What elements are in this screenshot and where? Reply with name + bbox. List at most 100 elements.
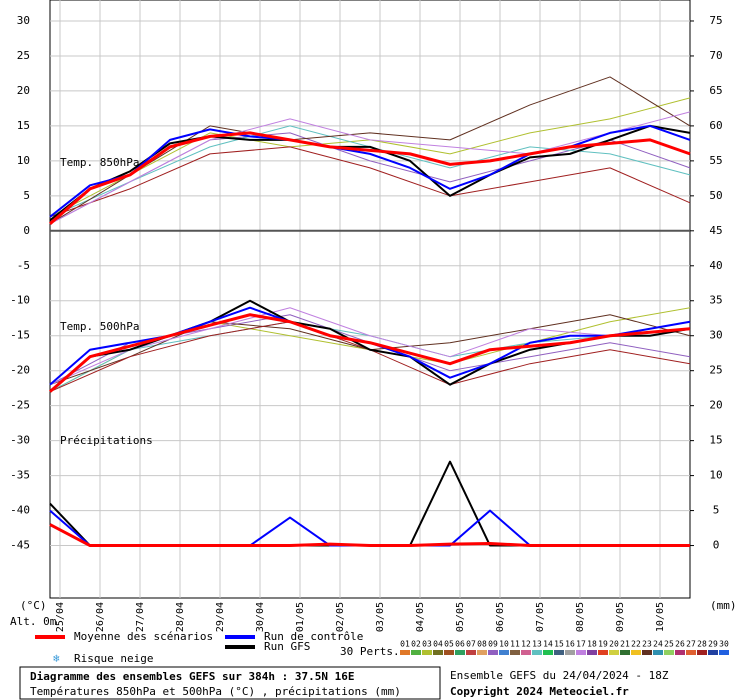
member-line bbox=[49, 307, 691, 386]
snow-label: Risque neige bbox=[74, 652, 153, 665]
y-tick-label: -20 bbox=[10, 364, 30, 377]
x-tick-label: 29/04 bbox=[215, 602, 226, 632]
y2-tick-label: 40 bbox=[709, 259, 722, 272]
member-label: 26 bbox=[675, 640, 685, 649]
member-swatch bbox=[499, 650, 509, 655]
title-box bbox=[19, 666, 441, 700]
member-swatch bbox=[719, 650, 729, 655]
y-tick-label: -30 bbox=[10, 434, 30, 447]
y-tick-label: -5 bbox=[17, 259, 30, 272]
y-tick-label: 30 bbox=[17, 14, 30, 27]
member-label: 21 bbox=[620, 640, 630, 649]
legend-label: Moyenne des scénarios bbox=[74, 630, 213, 643]
series-line bbox=[49, 131, 691, 225]
y2-tick-label: 5 bbox=[713, 504, 720, 517]
panel-label: Précipitations bbox=[60, 434, 153, 447]
subtitle: Températures 850hPa et 500hPa (°C) , pré… bbox=[30, 685, 401, 698]
series-line bbox=[49, 313, 691, 393]
member-swatch bbox=[642, 650, 652, 655]
member-label: 24 bbox=[653, 640, 663, 649]
x-tick-label: 28/04 bbox=[175, 602, 186, 632]
x-tick-label: 03/05 bbox=[375, 602, 386, 632]
member-swatch bbox=[444, 650, 454, 655]
y2-tick-label: 0 bbox=[713, 539, 720, 552]
y-tick-label: -25 bbox=[10, 399, 30, 412]
y2-tick-label: 45 bbox=[709, 224, 722, 237]
y-tick-label: 15 bbox=[17, 119, 30, 132]
y2-tick-label: 35 bbox=[709, 294, 722, 307]
member-swatch bbox=[675, 650, 685, 655]
x-tick-label: 10/05 bbox=[655, 602, 666, 632]
member-swatch bbox=[488, 650, 498, 655]
member-label: 25 bbox=[664, 640, 674, 649]
member-label: 20 bbox=[609, 640, 619, 649]
y-tick-label: -45 bbox=[10, 539, 30, 552]
member-label: 04 bbox=[433, 640, 443, 649]
y2-tick-label: 25 bbox=[709, 364, 722, 377]
x-tick-label: 30/04 bbox=[255, 602, 266, 632]
member-swatch bbox=[521, 650, 531, 655]
member-swatch bbox=[400, 650, 410, 655]
title: Diagramme des ensembles GEFS sur 384h : … bbox=[30, 670, 355, 683]
member-swatch bbox=[565, 650, 575, 655]
x-tick-label: 27/04 bbox=[135, 602, 146, 632]
member-swatch bbox=[653, 650, 663, 655]
copyright: Copyright 2024 Meteociel.fr bbox=[450, 685, 629, 698]
y-unit: (°C) bbox=[20, 599, 47, 612]
member-swatch bbox=[620, 650, 630, 655]
member-label: 01 bbox=[400, 640, 410, 649]
y-tick-label: -35 bbox=[10, 469, 30, 482]
x-tick-label: 07/05 bbox=[535, 602, 546, 632]
y-tick-label: -40 bbox=[10, 504, 30, 517]
member-label: 02 bbox=[411, 640, 421, 649]
member-label: 03 bbox=[422, 640, 432, 649]
member-swatch bbox=[433, 650, 443, 655]
snow-icon: ❄ bbox=[53, 652, 60, 665]
legend-label: Run GFS bbox=[264, 640, 310, 653]
member-swatch bbox=[554, 650, 564, 655]
member-swatch bbox=[631, 650, 641, 655]
x-tick-label: 06/05 bbox=[495, 602, 506, 632]
series-line bbox=[49, 124, 691, 218]
x-tick-label: 25/04 bbox=[55, 602, 66, 632]
y2-tick-label: 70 bbox=[709, 49, 722, 62]
member-label: 13 bbox=[532, 640, 542, 649]
member-label: 30 bbox=[719, 640, 729, 649]
member-label: 16 bbox=[565, 640, 575, 649]
x-tick-label: 02/05 bbox=[335, 602, 346, 632]
y2-tick-label: 20 bbox=[709, 399, 722, 412]
y2-tick-label: 55 bbox=[709, 154, 722, 167]
altitude: Alt. 0m bbox=[10, 615, 57, 628]
y2-tick-label: 75 bbox=[709, 14, 722, 27]
y-tick-label: 0 bbox=[23, 224, 30, 237]
member-label: 22 bbox=[631, 640, 641, 649]
y2-tick-label: 15 bbox=[709, 434, 722, 447]
member-swatch bbox=[411, 650, 421, 655]
member-swatch bbox=[422, 650, 432, 655]
x-tick-label: 08/05 bbox=[575, 602, 586, 632]
y-tick-label: 25 bbox=[17, 49, 30, 62]
x-tick-label: 09/05 bbox=[615, 602, 626, 632]
member-label: 27 bbox=[686, 640, 696, 649]
member-swatch bbox=[664, 650, 674, 655]
member-label: 28 bbox=[697, 640, 707, 649]
y2-tick-label: 65 bbox=[709, 84, 722, 97]
member-label: 17 bbox=[576, 640, 586, 649]
member-swatch bbox=[587, 650, 597, 655]
member-swatch bbox=[576, 650, 586, 655]
member-label: 15 bbox=[554, 640, 564, 649]
y2-tick-label: 30 bbox=[709, 329, 722, 342]
y-tick-label: 5 bbox=[23, 189, 30, 202]
member-label: 23 bbox=[642, 640, 652, 649]
member-swatch bbox=[510, 650, 520, 655]
perts-label: 30 Perts. bbox=[340, 645, 400, 658]
plot-area: 25/04 26/04 27/04 28/04 29/04 30/04 01/05 02/05… bbox=[10, 0, 723, 632]
member-swatch bbox=[609, 650, 619, 655]
precip-line bbox=[49, 523, 690, 548]
x-tick-label: 01/05 bbox=[295, 602, 306, 632]
member-line bbox=[49, 76, 691, 225]
x-tick-label: 04/05 bbox=[415, 602, 426, 632]
member-swatch bbox=[455, 650, 465, 655]
member-swatch bbox=[532, 650, 542, 655]
